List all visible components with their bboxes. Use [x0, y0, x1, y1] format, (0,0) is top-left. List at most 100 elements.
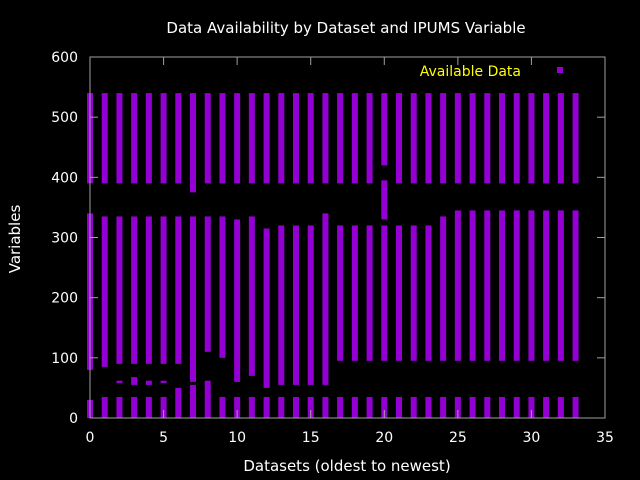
data-point	[263, 396, 270, 418]
x-tick-label: 20	[375, 430, 393, 446]
data-point	[322, 93, 329, 184]
data-point	[116, 396, 123, 418]
data-point	[543, 93, 550, 184]
data-point	[425, 93, 432, 184]
data-point	[381, 180, 388, 220]
data-point	[307, 93, 314, 184]
x-tick-label: 10	[228, 430, 246, 446]
data-point	[469, 93, 476, 184]
data-point	[513, 210, 520, 361]
data-point	[528, 210, 535, 361]
data-point	[410, 396, 417, 418]
data-point	[234, 219, 241, 382]
data-point	[396, 225, 402, 361]
data-point	[469, 396, 476, 418]
data-point	[322, 213, 329, 385]
data-point	[484, 210, 491, 361]
axis-ticks	[89, 56, 606, 419]
data-point	[440, 216, 447, 361]
data-point	[204, 216, 211, 352]
data-point	[557, 396, 564, 418]
data-point	[190, 216, 196, 382]
data-point	[131, 377, 138, 385]
data-point	[175, 387, 182, 418]
data-point	[116, 380, 123, 384]
y-tick-labels: 0 100 200 300 400 500 600	[51, 50, 78, 427]
data-point	[234, 93, 241, 184]
data-point	[101, 216, 108, 367]
legend-marker	[557, 67, 563, 73]
data-point	[116, 216, 123, 364]
data-point	[572, 210, 579, 361]
data-point	[278, 93, 285, 184]
y-tick-label: 300	[51, 231, 78, 247]
data-point	[145, 380, 152, 385]
data-point	[337, 396, 344, 418]
data-point	[410, 225, 417, 361]
data-point	[160, 216, 167, 364]
data-point	[499, 396, 505, 418]
data-point	[425, 225, 432, 361]
data-point	[543, 396, 550, 418]
legend-label: Available Data	[420, 64, 521, 80]
data-point	[410, 93, 417, 184]
data-point	[499, 93, 505, 184]
data-point	[248, 396, 255, 418]
data-point	[278, 225, 285, 385]
data-point	[396, 396, 402, 418]
legend: Available Data	[420, 64, 563, 80]
data-point	[454, 396, 461, 418]
data-point	[204, 93, 211, 184]
x-tick-labels: 0 5 10 15 20 25 30 35	[86, 430, 614, 446]
data-point	[160, 396, 167, 418]
data-point	[366, 396, 373, 418]
data-point	[190, 384, 196, 418]
data-point	[131, 216, 138, 364]
data-point	[293, 396, 299, 418]
data-point	[454, 210, 461, 361]
data-point	[204, 380, 211, 418]
x-tick-label: 30	[523, 430, 541, 446]
data-point	[499, 210, 505, 361]
data-point	[381, 225, 388, 361]
y-tick-label: 100	[51, 351, 78, 367]
data-point	[351, 225, 358, 361]
data-point	[234, 396, 241, 418]
y-axis-label: Variables	[6, 205, 24, 274]
y-tick-label: 500	[51, 110, 78, 126]
data-point	[557, 93, 564, 184]
data-point	[484, 396, 491, 418]
data-point	[116, 93, 123, 184]
y-tick-label: 400	[51, 170, 78, 186]
data-point	[307, 396, 314, 418]
data-point	[572, 396, 579, 418]
data-point	[322, 396, 329, 418]
data-point	[101, 93, 108, 184]
y-tick-label: 600	[51, 50, 78, 66]
data-point	[366, 93, 373, 184]
data-points	[87, 93, 579, 418]
data-point	[528, 93, 535, 184]
data-point	[131, 93, 138, 184]
x-tick-label: 5	[159, 430, 168, 446]
data-point	[513, 396, 520, 418]
data-point	[337, 93, 344, 184]
data-point	[513, 93, 520, 184]
data-point	[425, 396, 432, 418]
data-point	[145, 216, 152, 364]
data-point	[145, 93, 152, 184]
x-tick-label: 0	[86, 430, 95, 446]
data-point	[440, 93, 447, 184]
data-point	[366, 225, 373, 361]
data-point	[263, 93, 270, 184]
data-point	[572, 93, 579, 184]
data-point	[263, 228, 270, 388]
data-point	[219, 396, 226, 418]
data-point	[351, 93, 358, 184]
data-point	[557, 210, 564, 361]
data-point	[381, 396, 388, 418]
data-point	[175, 216, 182, 364]
data-point	[219, 216, 226, 358]
data-point	[190, 93, 196, 193]
x-axis-label: Datasets (oldest to newest)	[243, 457, 450, 475]
